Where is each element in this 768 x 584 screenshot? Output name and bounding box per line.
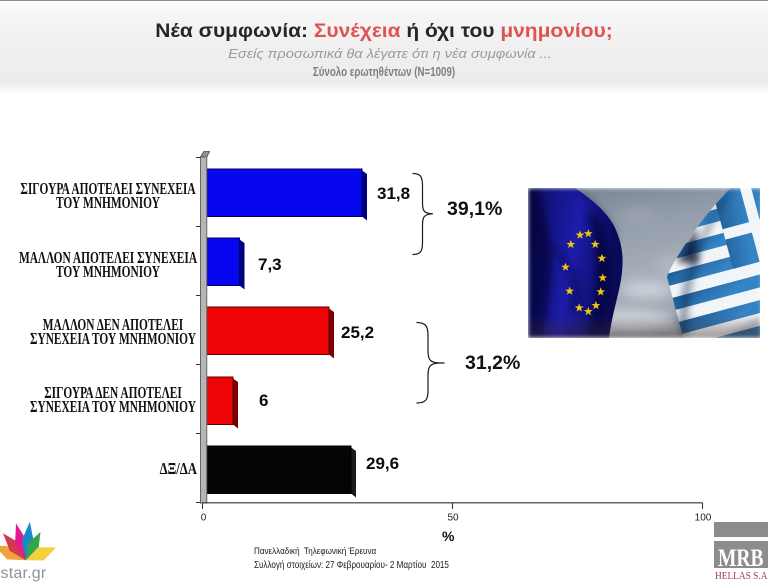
svg-text:100: 100 <box>695 513 712 524</box>
svg-text:0: 0 <box>201 513 207 524</box>
svg-text:star.gr: star.gr <box>1 565 47 582</box>
svg-text:50: 50 <box>447 513 459 524</box>
